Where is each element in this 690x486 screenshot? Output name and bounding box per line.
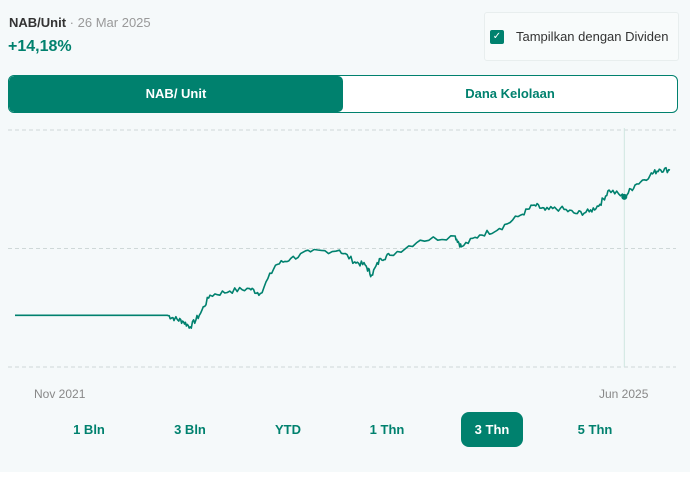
- separator: ·: [69, 15, 75, 30]
- range-selector: 1 Bln 3 Bln YTD 1 Thn 3 Thn 5 Thn: [0, 412, 690, 447]
- line-chart[interactable]: [0, 120, 690, 380]
- dividend-label: Tampilkan dengan Dividen: [516, 29, 669, 44]
- tab-nab-unit[interactable]: NAB/ Unit: [9, 76, 343, 112]
- x-tick-label: Jun 2025: [599, 387, 649, 401]
- tab-dana-kelolaan[interactable]: Dana Kelolaan: [465, 86, 555, 101]
- series-line: [15, 166, 671, 329]
- range-3-thn[interactable]: 3 Thn: [461, 412, 523, 447]
- dividend-toggle[interactable]: ✓ Tampilkan dengan Dividen: [484, 12, 679, 61]
- x-tick-label: Nov 2021: [34, 387, 86, 401]
- return-percent: +14,18%: [8, 38, 72, 55]
- range-1-thn[interactable]: 1 Thn: [369, 422, 405, 437]
- range-ytd[interactable]: YTD: [275, 422, 301, 437]
- hover-point[interactable]: [621, 193, 628, 200]
- metric-tabs: NAB/ Unit Dana Kelolaan: [8, 75, 678, 113]
- range-3-bln[interactable]: 3 Bln: [174, 422, 206, 437]
- checkbox-checked-icon[interactable]: ✓: [490, 30, 504, 44]
- metric-label: NAB/Unit: [9, 15, 67, 30]
- date-label: 26 Mar 2025: [77, 15, 151, 30]
- range-5-thn[interactable]: 5 Thn: [577, 422, 613, 437]
- header-title: NAB/Unit · 26 Mar 2025: [9, 15, 151, 30]
- range-1-bln[interactable]: 1 Bln: [73, 422, 105, 437]
